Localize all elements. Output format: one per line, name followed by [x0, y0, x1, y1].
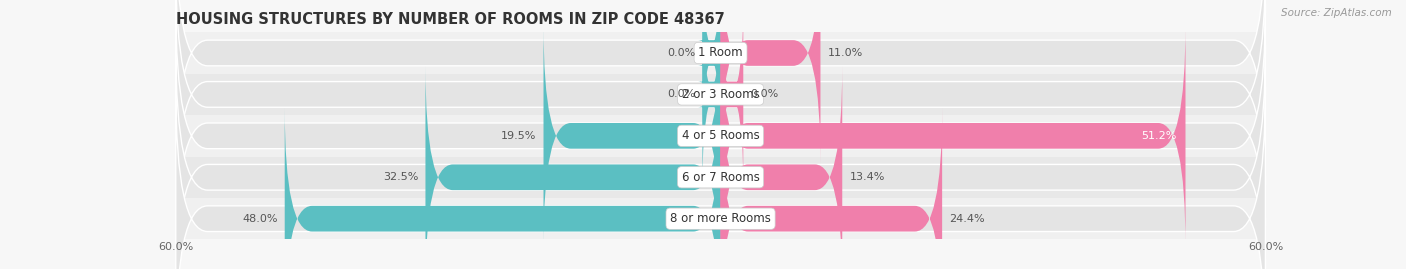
Text: 51.2%: 51.2%: [1142, 131, 1177, 141]
FancyBboxPatch shape: [721, 107, 942, 269]
FancyBboxPatch shape: [721, 66, 842, 269]
FancyBboxPatch shape: [721, 24, 1185, 247]
Text: 8 or more Rooms: 8 or more Rooms: [671, 212, 770, 225]
Text: 4 or 5 Rooms: 4 or 5 Rooms: [682, 129, 759, 142]
Bar: [176, 115, 1265, 157]
FancyBboxPatch shape: [284, 107, 721, 269]
Text: 0.0%: 0.0%: [751, 89, 779, 100]
Bar: [176, 198, 1265, 239]
FancyBboxPatch shape: [176, 45, 1265, 269]
Bar: [176, 32, 1265, 74]
Text: 2 or 3 Rooms: 2 or 3 Rooms: [682, 88, 759, 101]
FancyBboxPatch shape: [544, 24, 721, 247]
FancyBboxPatch shape: [426, 66, 721, 269]
FancyBboxPatch shape: [697, 0, 725, 144]
Text: 1 Room: 1 Room: [699, 47, 742, 59]
FancyBboxPatch shape: [721, 4, 744, 185]
FancyBboxPatch shape: [176, 4, 1265, 268]
Text: 0.0%: 0.0%: [666, 48, 695, 58]
Text: 6 or 7 Rooms: 6 or 7 Rooms: [682, 171, 759, 184]
FancyBboxPatch shape: [721, 0, 821, 164]
Text: 24.4%: 24.4%: [949, 214, 986, 224]
Text: 19.5%: 19.5%: [501, 131, 536, 141]
Text: 48.0%: 48.0%: [242, 214, 277, 224]
Text: HOUSING STRUCTURES BY NUMBER OF ROOMS IN ZIP CODE 48367: HOUSING STRUCTURES BY NUMBER OF ROOMS IN…: [176, 12, 724, 27]
Text: Source: ZipAtlas.com: Source: ZipAtlas.com: [1281, 8, 1392, 18]
Bar: [176, 157, 1265, 198]
FancyBboxPatch shape: [176, 0, 1265, 226]
Bar: [176, 74, 1265, 115]
Text: 0.0%: 0.0%: [666, 89, 695, 100]
Text: 11.0%: 11.0%: [828, 48, 863, 58]
FancyBboxPatch shape: [176, 0, 1265, 185]
FancyBboxPatch shape: [697, 4, 725, 185]
Text: 13.4%: 13.4%: [849, 172, 884, 182]
FancyBboxPatch shape: [176, 87, 1265, 269]
Text: 32.5%: 32.5%: [382, 172, 418, 182]
